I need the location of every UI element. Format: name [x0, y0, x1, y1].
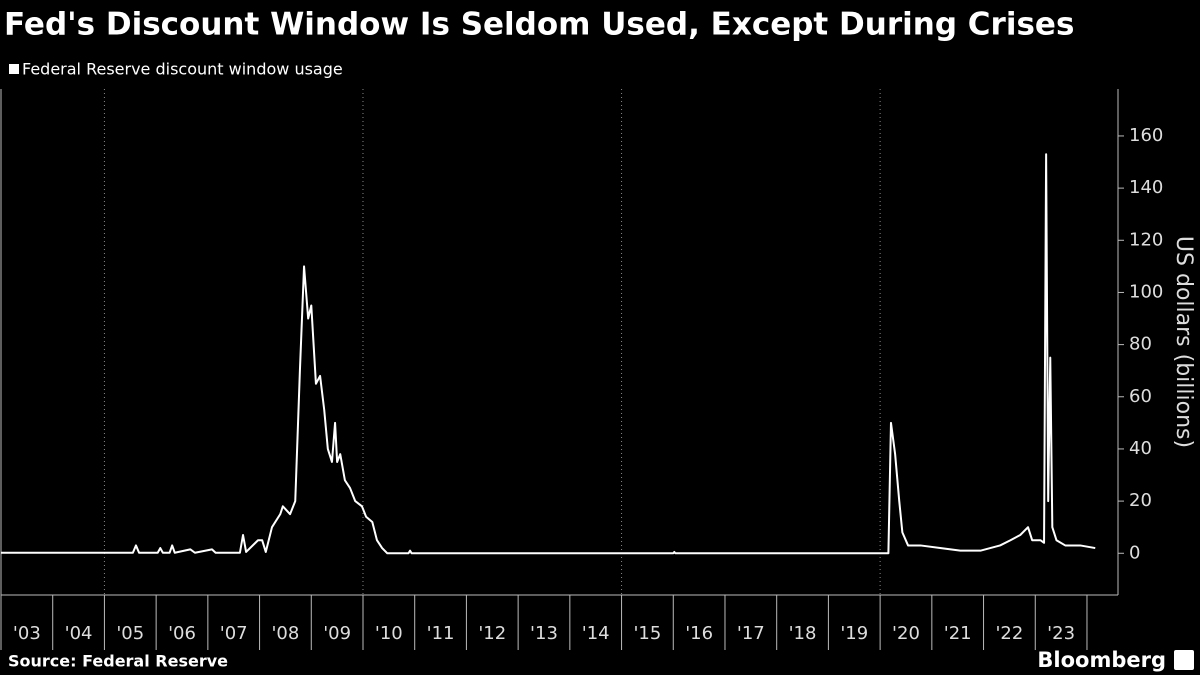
source: Source: Federal Reserve — [8, 652, 228, 671]
legend-swatch — [9, 64, 19, 74]
x-tick-label: '13 — [530, 623, 558, 644]
x-tick-label: '11 — [427, 623, 455, 644]
x-tick-label: '23 — [1047, 623, 1075, 644]
x-tick-label: '08 — [271, 623, 299, 644]
y-tick-label: 20 — [1129, 490, 1152, 511]
brand-icon — [1174, 650, 1194, 670]
y-tick-label: 100 — [1129, 281, 1163, 302]
y-tick-label: 60 — [1129, 386, 1152, 407]
x-tick-label: '17 — [737, 623, 765, 644]
x-tick-label: '05 — [116, 623, 144, 644]
x-tick-label: '19 — [840, 623, 868, 644]
y-tick-label: 0 — [1129, 542, 1140, 563]
x-tick-label: '03 — [13, 623, 41, 644]
legend-label: Federal Reserve discount window usage — [22, 60, 343, 79]
x-tick-label: '12 — [478, 623, 506, 644]
x-tick-label: '10 — [375, 623, 403, 644]
x-tick-label: '07 — [220, 623, 248, 644]
x-tick-label: '16 — [685, 623, 713, 644]
x-tick-label: '18 — [789, 623, 817, 644]
chart-title: Fed's Discount Window Is Seldom Used, Ex… — [4, 7, 1074, 43]
data-line — [1, 153, 1096, 555]
x-tick-label: '06 — [168, 623, 196, 644]
x-tick-label: '09 — [323, 623, 351, 644]
y-tick-label: 160 — [1129, 125, 1163, 146]
y-tick-label: 80 — [1129, 334, 1152, 355]
x-tick-label: '22 — [995, 623, 1023, 644]
y-tick-label: 120 — [1129, 229, 1163, 250]
x-tick-label: '20 — [892, 623, 920, 644]
y-tick-label: 40 — [1129, 438, 1152, 459]
brand: Bloomberg — [1037, 648, 1166, 672]
x-tick-label: '21 — [944, 623, 972, 644]
x-tick-label: '15 — [633, 623, 661, 644]
x-tick-label: '04 — [65, 623, 93, 644]
y-tick-label: 140 — [1129, 177, 1163, 198]
y-axis-label: US dollars (billions) — [1171, 236, 1196, 448]
x-tick-label: '14 — [582, 623, 610, 644]
